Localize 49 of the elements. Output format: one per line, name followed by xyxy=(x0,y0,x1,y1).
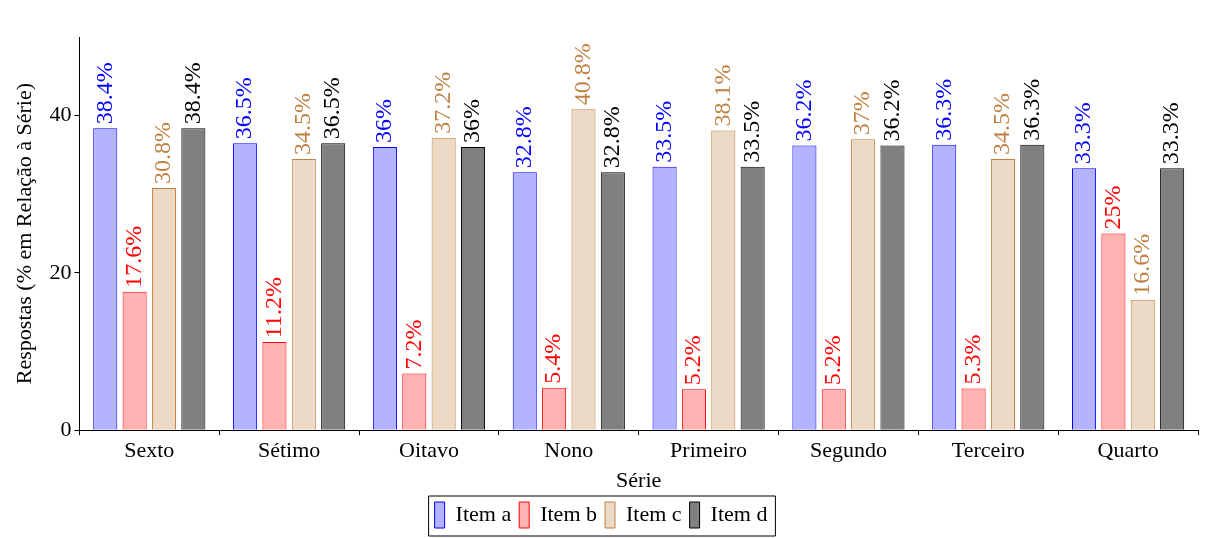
legend-label: Item b xyxy=(540,500,598,526)
x-axis-title: Série xyxy=(616,466,662,492)
data-label: 34.5% xyxy=(988,92,1015,155)
legend-label: Item d xyxy=(710,500,768,526)
data-label: 36.5% xyxy=(318,77,345,140)
data-label: 36% xyxy=(458,99,485,144)
data-label: 33.5% xyxy=(649,100,676,163)
data-label: 11.2% xyxy=(259,277,286,339)
data-label: 25% xyxy=(1098,185,1125,230)
data-label: 37% xyxy=(848,91,875,136)
x-tick-label: Segundo xyxy=(809,437,887,463)
data-label: 34.5% xyxy=(289,92,316,155)
y-tick-label: 0 xyxy=(60,415,72,441)
data-label: 32.8% xyxy=(510,106,537,169)
data-label: 30.8% xyxy=(149,121,176,184)
data-label: 36% xyxy=(370,99,397,144)
data-label: 7.2% xyxy=(399,319,426,370)
y-tick-label: 40 xyxy=(49,101,72,127)
x-tick-label: Sétimo xyxy=(257,437,321,463)
x-tick-label: Primeiro xyxy=(670,437,748,463)
y-axis-title: Respostas (% em Relação à Série) xyxy=(10,83,36,385)
data-label: 17.6% xyxy=(119,225,146,288)
data-label: 33.3% xyxy=(1157,102,1184,165)
y-tick-label: 20 xyxy=(49,258,72,284)
x-tick-label: Quarto xyxy=(1097,437,1159,463)
data-label: 16.6% xyxy=(1128,233,1155,296)
data-label: 5.3% xyxy=(958,334,985,385)
data-label: 33.5% xyxy=(737,100,764,163)
data-label: 36.5% xyxy=(230,77,257,140)
x-tick-label: Sexto xyxy=(124,437,175,463)
data-label: 5.2% xyxy=(819,335,846,386)
data-label: 36.2% xyxy=(877,79,904,142)
data-label: 33.3% xyxy=(1069,102,1096,165)
x-tick-label: Terceiro xyxy=(951,437,1025,463)
x-tick-label: Oitavo xyxy=(399,437,459,463)
data-label: 38.4% xyxy=(178,62,205,125)
data-label: 40.8% xyxy=(568,43,595,106)
legend-label: Item a xyxy=(455,500,512,526)
data-label: 38.1% xyxy=(708,64,735,127)
data-label: 36.3% xyxy=(1017,78,1044,141)
x-tick-label: Nono xyxy=(544,437,594,463)
legend-label: Item c xyxy=(626,500,682,526)
data-label: 5.4% xyxy=(539,333,566,384)
data-label: 32.8% xyxy=(598,106,625,169)
data-label: 37.2% xyxy=(428,71,455,134)
data-label: 36.2% xyxy=(789,79,816,142)
data-label: 38.4% xyxy=(90,62,117,125)
data-label: 36.3% xyxy=(929,78,956,141)
data-label: 5.2% xyxy=(679,335,706,386)
